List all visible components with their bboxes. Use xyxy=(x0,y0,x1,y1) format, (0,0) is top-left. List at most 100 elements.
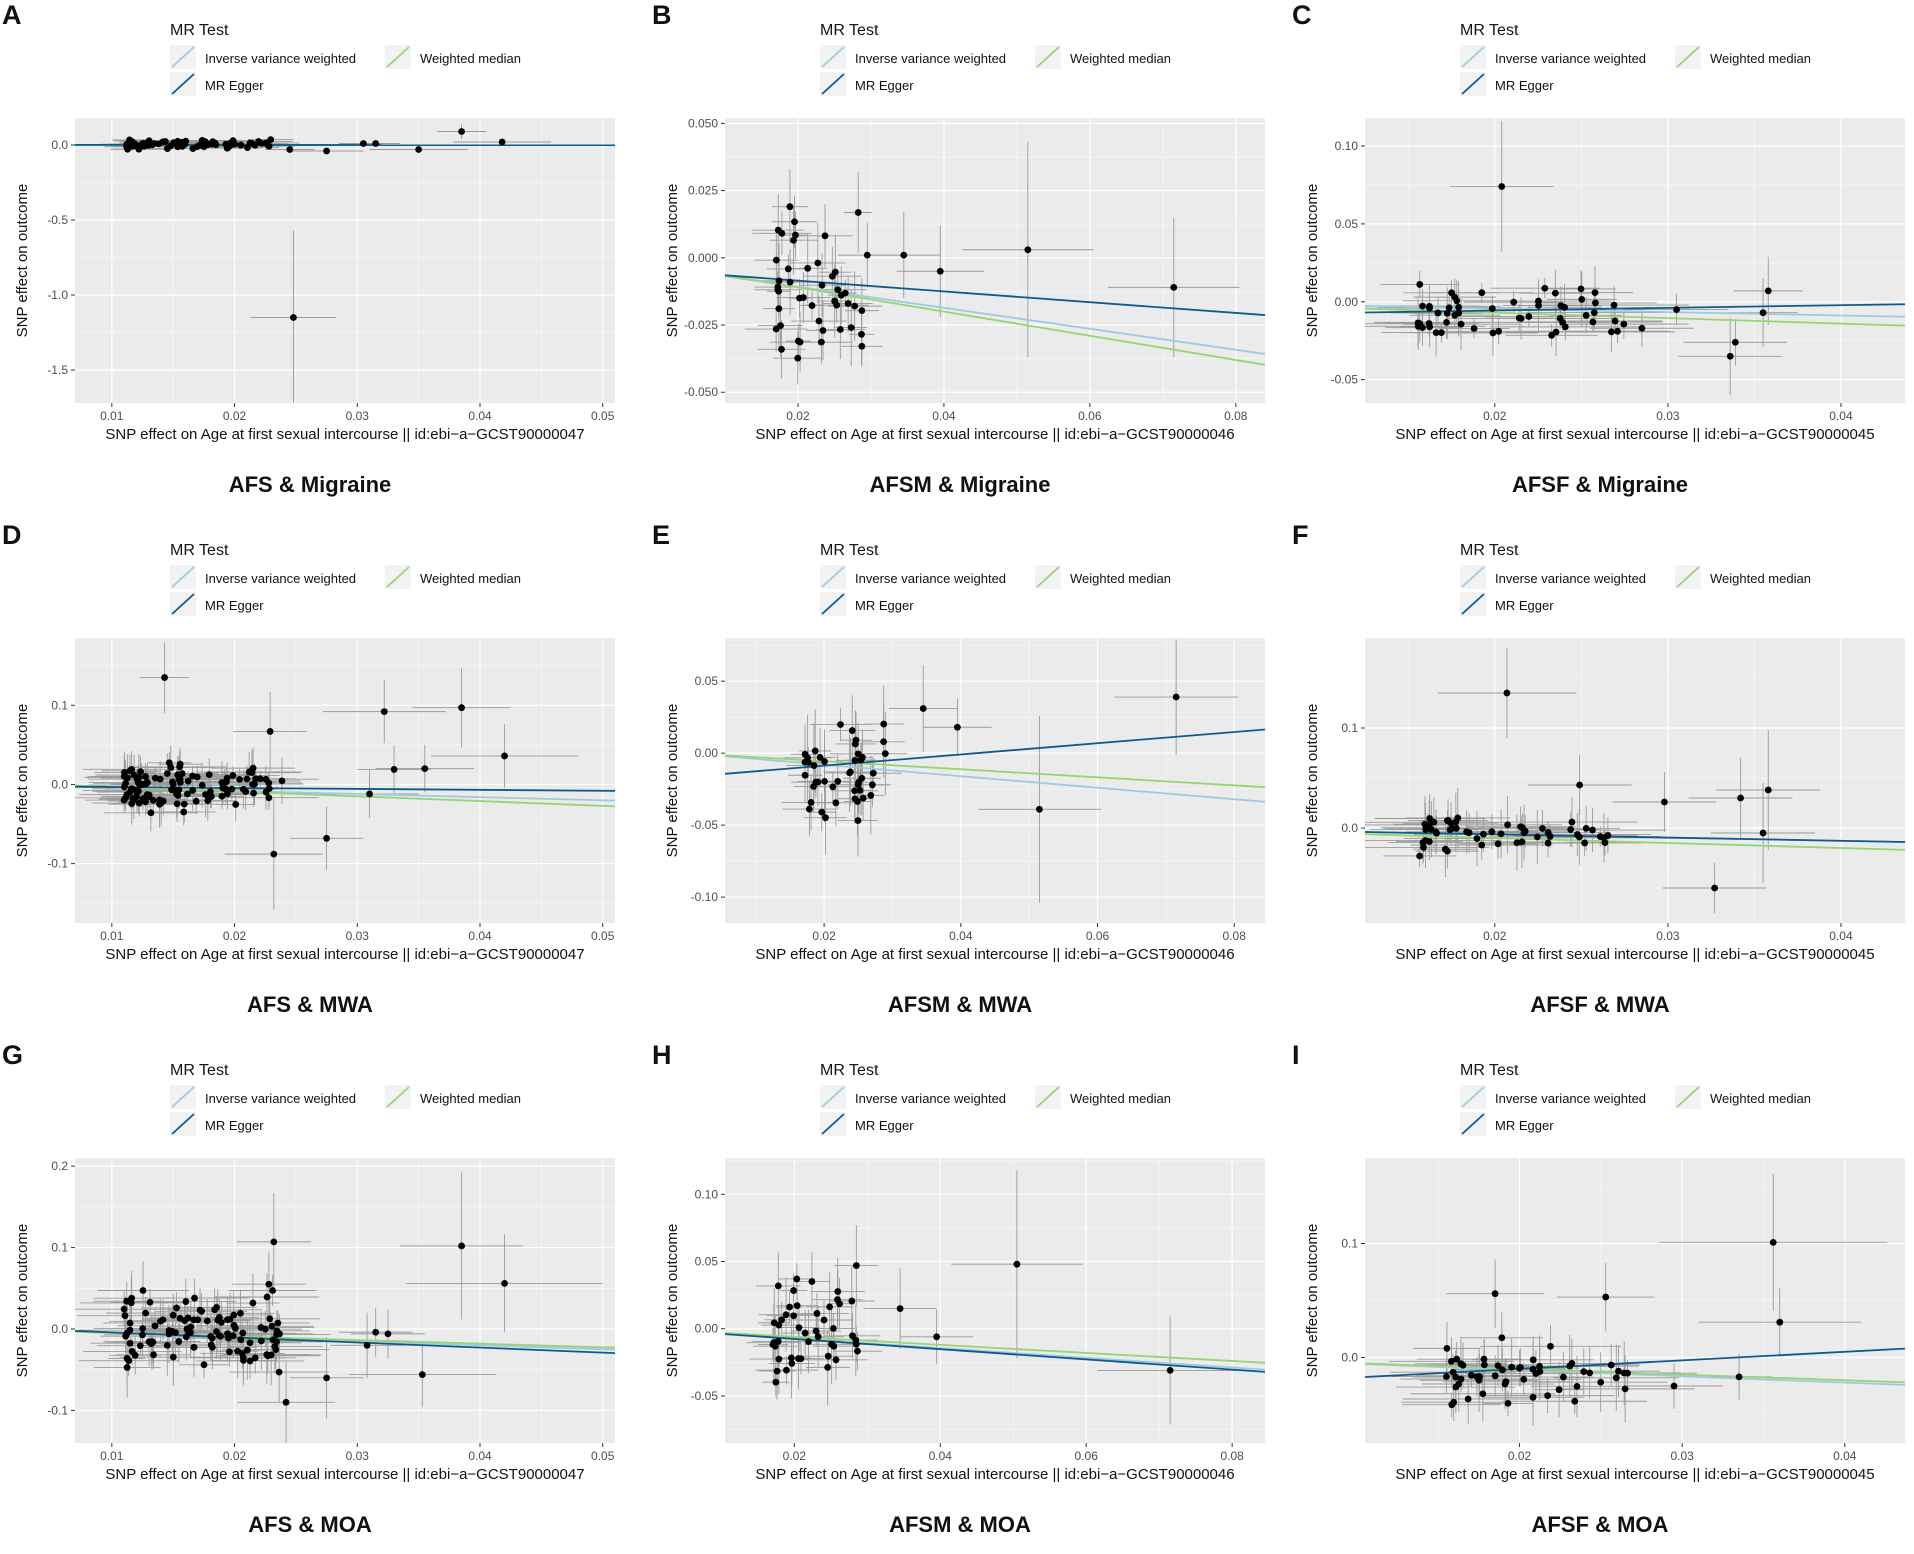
data-point xyxy=(246,1339,254,1347)
data-point xyxy=(1452,1383,1460,1391)
data-point xyxy=(1556,315,1564,322)
data-point xyxy=(1597,1378,1605,1386)
data-point xyxy=(1764,287,1772,295)
data-point xyxy=(458,704,465,712)
x-tick-label: 0.08 xyxy=(1220,1449,1244,1463)
data-point xyxy=(167,764,175,771)
data-point xyxy=(1573,1382,1581,1390)
data-point xyxy=(145,791,153,799)
regression-line-egger xyxy=(1365,831,1905,843)
data-point xyxy=(1491,1372,1499,1380)
data-point xyxy=(211,139,219,147)
data-point xyxy=(831,297,839,305)
regression-line-ivw xyxy=(725,275,1265,355)
data-point xyxy=(1498,183,1506,190)
data-point xyxy=(933,1333,941,1341)
data-point xyxy=(1504,821,1512,829)
legend-label: MR Egger xyxy=(1495,78,1554,93)
data-point xyxy=(372,140,380,147)
data-point xyxy=(263,1293,271,1301)
legend-key-line xyxy=(171,593,195,615)
legend-key-line xyxy=(821,73,845,95)
data-point xyxy=(169,1353,177,1361)
data-point xyxy=(204,141,212,149)
data-point xyxy=(278,777,286,785)
data-point xyxy=(814,259,822,267)
x-tick-label: 0.02 xyxy=(223,929,247,943)
data-point xyxy=(1416,320,1424,328)
data-point xyxy=(1479,1390,1487,1398)
data-point xyxy=(1425,838,1433,845)
data-point xyxy=(1453,1355,1461,1363)
legend: MR Test Inverse variance weighted Weighted… xyxy=(170,542,521,616)
data-point xyxy=(1443,1373,1450,1380)
data-point xyxy=(1567,826,1575,833)
data-point xyxy=(268,1322,276,1330)
data-point xyxy=(189,772,196,780)
legend-key-line xyxy=(1036,46,1060,68)
x-axis-title: SNP effect on Age at first sexual interc… xyxy=(1395,426,1874,443)
data-point xyxy=(1571,1397,1579,1405)
data-point xyxy=(123,1354,131,1362)
data-point xyxy=(834,1296,841,1304)
y-tick-label: 0.0 xyxy=(51,138,68,152)
data-point xyxy=(237,141,245,149)
data-point xyxy=(834,777,842,785)
legend-key-line xyxy=(386,1086,410,1108)
legend-label: MR Egger xyxy=(205,78,264,93)
data-point xyxy=(854,209,862,216)
x-tick-label: 0.04 xyxy=(932,409,956,423)
data-point xyxy=(1582,311,1590,319)
data-point xyxy=(458,1242,465,1250)
panel-caption: AFSM & Migraine xyxy=(869,472,1051,497)
data-point xyxy=(123,1364,131,1371)
data-point xyxy=(1582,824,1590,832)
data-point xyxy=(1519,824,1526,832)
data-point xyxy=(808,1278,816,1285)
data-point xyxy=(863,251,871,259)
y-tick-label: 0.10 xyxy=(695,1187,719,1201)
data-point xyxy=(229,1332,237,1340)
data-point xyxy=(207,1332,215,1340)
data-point xyxy=(1776,1318,1784,1326)
data-point xyxy=(1488,305,1496,312)
data-point xyxy=(1457,1360,1465,1368)
data-point xyxy=(810,783,817,790)
data-point xyxy=(1445,304,1453,312)
data-point xyxy=(801,758,809,766)
data-point xyxy=(1480,1355,1488,1363)
data-point xyxy=(180,808,188,816)
data-point xyxy=(813,1310,821,1317)
legend-title: MR Test xyxy=(820,22,879,39)
y-axis-title: SNP effect on outcome xyxy=(14,184,31,338)
data-point xyxy=(1448,825,1456,832)
legend-title: MR Test xyxy=(820,1062,879,1079)
data-layer xyxy=(725,1170,1265,1425)
data-point xyxy=(1610,301,1618,309)
data-point xyxy=(226,1348,233,1356)
data-point xyxy=(150,1351,157,1359)
data-point xyxy=(1479,830,1487,838)
legend-title: MR Test xyxy=(170,1062,229,1079)
data-point xyxy=(821,232,829,240)
data-point xyxy=(120,783,128,791)
data-point xyxy=(790,236,797,244)
y-tick-label: 0.0 xyxy=(1341,821,1358,835)
x-tick-label: 0.08 xyxy=(1224,409,1248,423)
data-point xyxy=(797,1355,805,1363)
data-point xyxy=(149,796,157,804)
data-point xyxy=(1432,828,1440,836)
legend-key xyxy=(820,565,846,589)
data-point xyxy=(175,1338,183,1345)
data-point xyxy=(805,1338,812,1345)
data-point xyxy=(151,1322,159,1330)
legend-label: Inverse variance weighted xyxy=(855,51,1006,66)
x-axis-title: SNP effect on Age at first sexual interc… xyxy=(105,1466,584,1483)
data-point xyxy=(206,788,214,796)
data-point xyxy=(783,1366,790,1374)
data-point xyxy=(184,1314,192,1322)
data-point xyxy=(834,286,842,294)
data-point xyxy=(836,326,844,333)
y-axis-title: SNP effect on outcome xyxy=(664,1224,681,1378)
y-tick-label: 0.0 xyxy=(1341,1351,1358,1365)
